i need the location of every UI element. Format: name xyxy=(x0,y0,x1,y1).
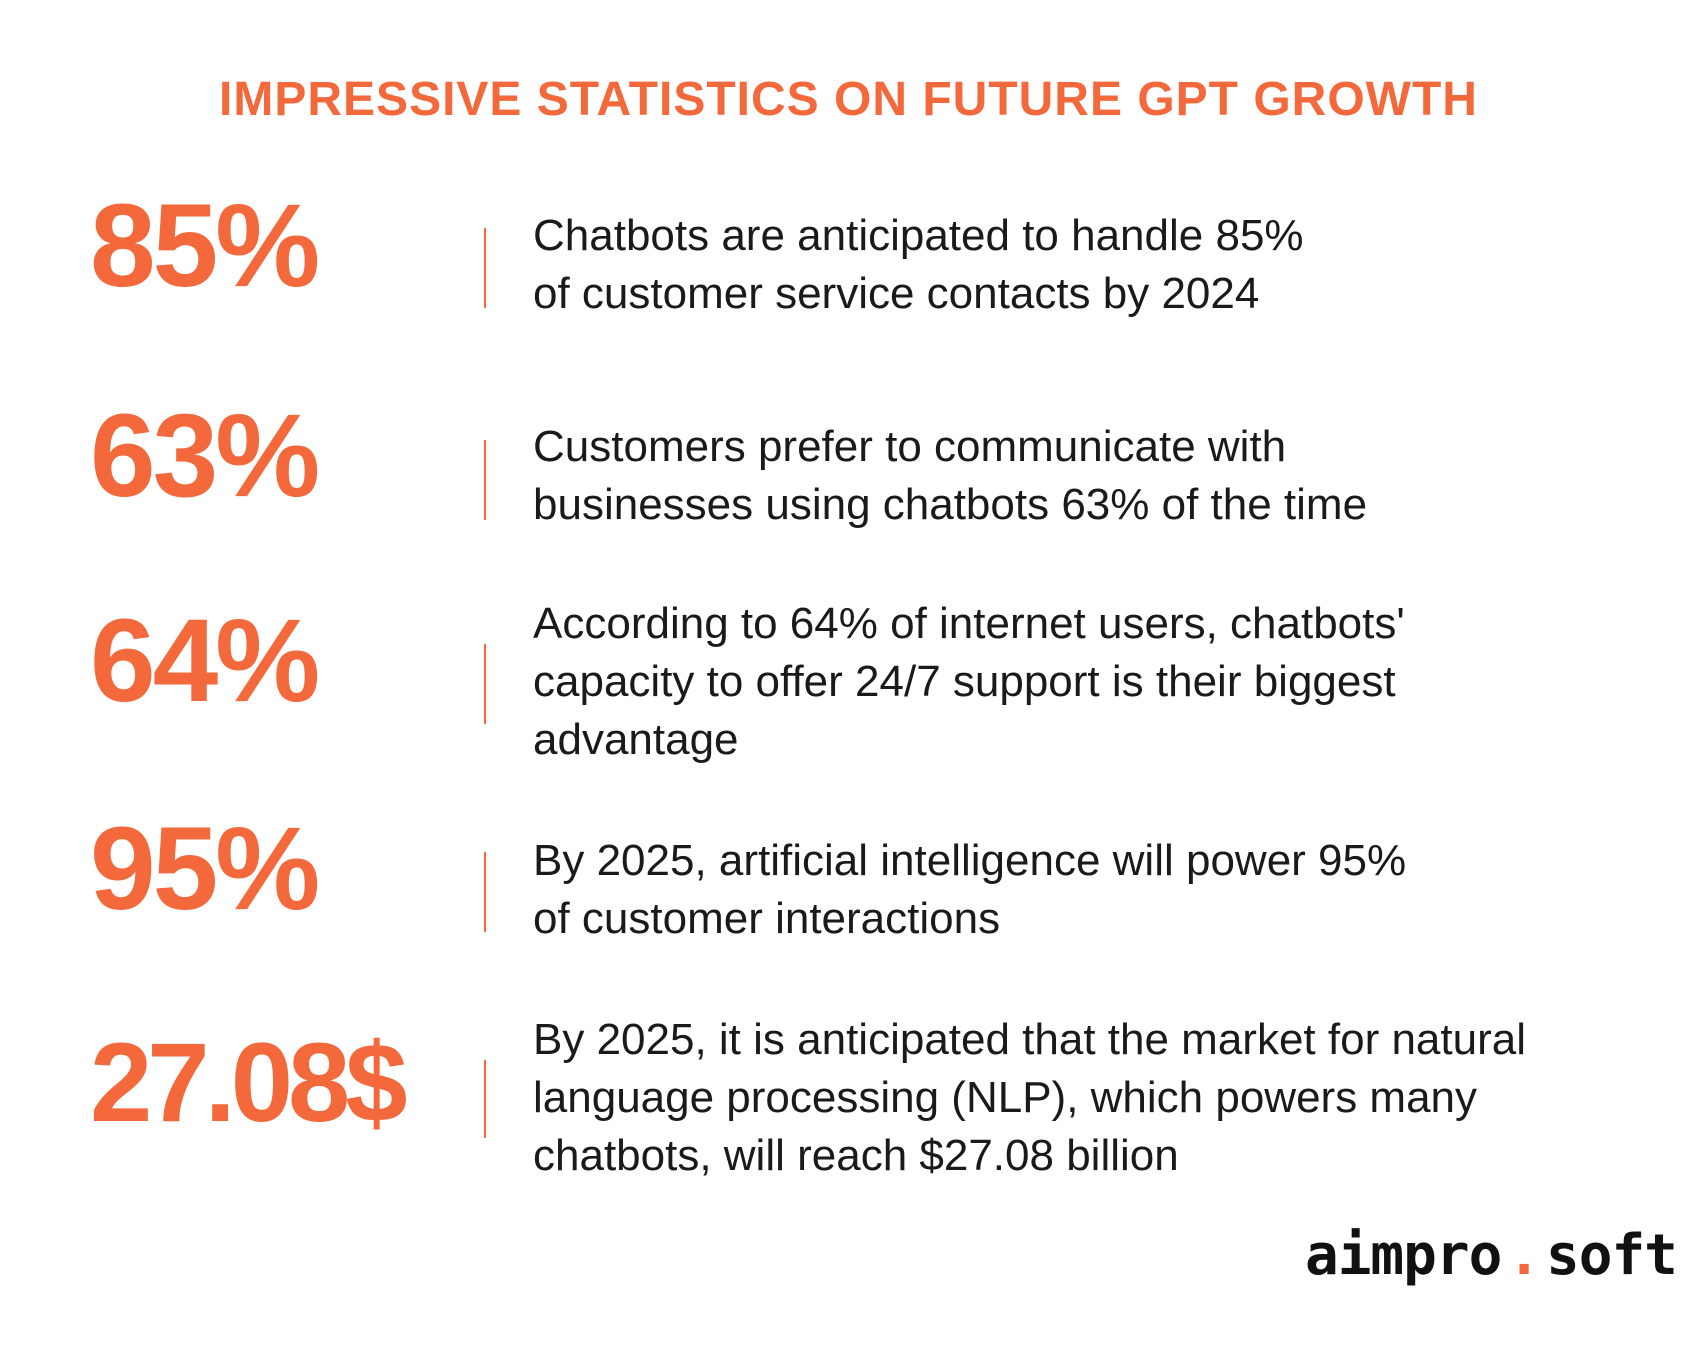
stat-description: Customers prefer to communicate with bus… xyxy=(533,418,1653,534)
stat-description-line: of customer service contacts by 2024 xyxy=(533,269,1260,318)
logo-dot: . xyxy=(1507,1223,1541,1288)
divider xyxy=(484,1060,486,1138)
brand-logo: aimpro. soft xyxy=(1305,1228,1678,1284)
stat-description-line: chatbots, will reach $27.08 billion xyxy=(533,1131,1179,1180)
stat-description-line: Chatbots are anticipated to handle 85% xyxy=(533,211,1304,260)
stat-description-line: of customer interactions xyxy=(533,894,1001,943)
stat-description-line: By 2025, artificial intelligence will po… xyxy=(533,836,1407,885)
stat-description: By 2025, artificial intelligence will po… xyxy=(533,832,1653,948)
stat-description: By 2025, it is anticipated that the mark… xyxy=(533,1011,1653,1185)
logo-text-soft: soft xyxy=(1546,1223,1678,1288)
divider xyxy=(484,644,486,724)
divider xyxy=(484,852,486,932)
stat-description-line: Customers prefer to communicate with xyxy=(533,422,1287,471)
stat-description-line: language processing (NLP), which powers … xyxy=(533,1073,1478,1122)
stat-description-line: By 2025, it is anticipated that the mark… xyxy=(533,1015,1526,1064)
divider xyxy=(484,228,486,308)
stat-description-line: According to 64% of internet users, chat… xyxy=(533,599,1405,648)
stat-description-line: capacity to offer 24/7 support is their … xyxy=(533,657,1396,706)
stat-description-line: advantage xyxy=(533,715,739,764)
stat-value: 95% xyxy=(90,803,320,935)
stat-value: 63% xyxy=(90,390,320,522)
stat-value: 85% xyxy=(90,180,320,312)
stat-value: 64% xyxy=(90,595,320,727)
page-title: IMPRESSIVE STATISTICS ON FUTURE GPT GROW… xyxy=(219,73,1478,126)
logo-text-aimpro: aimpro xyxy=(1305,1223,1502,1288)
stat-description: Chatbots are anticipated to handle 85% o… xyxy=(533,207,1653,323)
stat-description-line: businesses using chatbots 63% of the tim… xyxy=(533,480,1368,529)
divider xyxy=(484,440,486,520)
stat-value: 27.08$ xyxy=(90,1020,408,1145)
stat-description: According to 64% of internet users, chat… xyxy=(533,595,1653,769)
